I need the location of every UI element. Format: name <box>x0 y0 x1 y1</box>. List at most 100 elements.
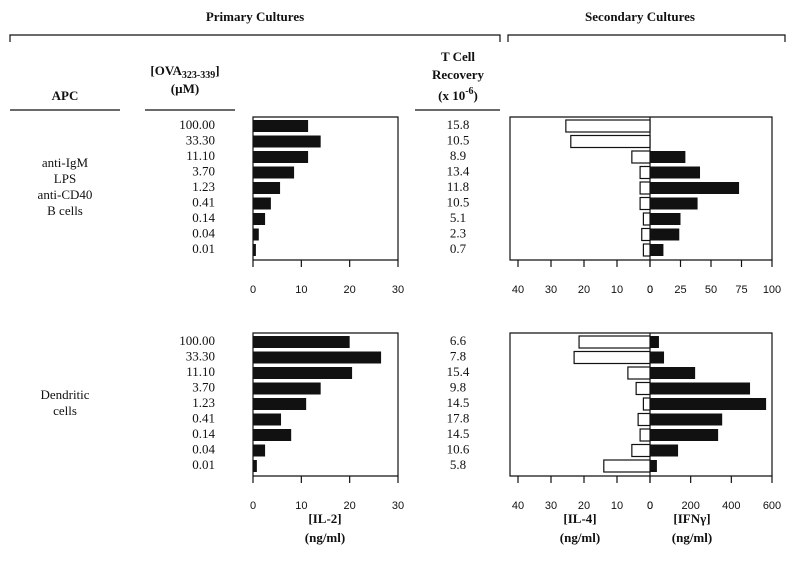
recovery-value: 10.5 <box>447 132 470 147</box>
ifng-bar <box>650 382 751 395</box>
ifng-bar <box>650 151 686 163</box>
il2-bar <box>253 120 309 132</box>
il4-axis-title: [IL-4] <box>563 511 596 526</box>
ifng-bar <box>650 413 723 426</box>
il4-bar <box>565 119 651 133</box>
recovery-close: ) <box>474 88 478 103</box>
ifng-bar <box>650 182 740 194</box>
recovery-value: 13.4 <box>447 163 470 178</box>
x-tick-label: 40 <box>512 284 524 296</box>
il4-bar <box>642 397 651 411</box>
recovery-line1: T Cell <box>441 49 475 64</box>
il2-bar <box>253 244 256 256</box>
secondary-header: Secondary Cultures <box>585 9 695 24</box>
recovery-open: (x 10 <box>438 88 465 103</box>
concentration: 1.23 <box>192 395 215 410</box>
recovery-value: 6.6 <box>450 333 467 348</box>
il4-bar <box>570 134 651 149</box>
il4-bar <box>639 181 651 195</box>
il4-bar <box>642 212 651 226</box>
ova-open: [OVA <box>150 63 182 78</box>
concentration: 100.00 <box>179 117 215 132</box>
il2-bar <box>253 429 292 441</box>
ova-unit: (µM) <box>171 81 199 96</box>
il2-bar <box>253 367 353 379</box>
ifng-bar <box>650 166 701 179</box>
concentration: 0.41 <box>192 410 215 425</box>
primary-bracket <box>9 34 501 42</box>
apc-label: anti-CD40 <box>38 187 93 202</box>
recovery-value: 10.6 <box>447 441 470 456</box>
il4-bar <box>641 227 651 242</box>
secondary-bracket <box>507 34 786 42</box>
il2-bar <box>253 444 266 457</box>
concentration: 3.70 <box>192 379 215 394</box>
recovery-value: 5.1 <box>450 210 466 225</box>
il2-axis-unit: (ng/ml) <box>305 530 345 545</box>
x-tick-label: 30 <box>392 500 404 512</box>
il2-bar <box>253 351 382 364</box>
x-tick-label: 10 <box>611 284 623 296</box>
concentration: 0.01 <box>192 457 215 472</box>
x-tick-label: 0 <box>250 284 256 296</box>
recovery-value: 10.5 <box>447 194 470 209</box>
il2-axis-title: [IL-2] <box>308 511 341 526</box>
x-tick-label: 0 <box>647 284 653 296</box>
concentration: 0.04 <box>192 441 215 456</box>
ifng-bar <box>650 228 680 241</box>
recovery-value: 9.8 <box>450 379 466 394</box>
il4-bar <box>642 243 651 257</box>
recovery-sup: -6 <box>465 86 473 97</box>
ifng-bar <box>650 197 698 210</box>
x-tick-label: 0 <box>647 500 653 512</box>
x-tick-label: 30 <box>545 284 557 296</box>
il2-bar <box>253 151 309 163</box>
apc-label: cells <box>53 403 77 418</box>
x-tick-label: 400 <box>722 500 740 512</box>
il2-bar <box>253 213 266 225</box>
x-tick-label: 100 <box>763 284 781 296</box>
x-tick-label: 30 <box>545 500 557 512</box>
concentration: 3.70 <box>192 163 215 178</box>
x-tick-label: 20 <box>578 500 590 512</box>
recovery-line2: Recovery <box>432 67 484 82</box>
recovery-value: 15.4 <box>447 364 470 379</box>
x-tick-label: 25 <box>674 284 686 296</box>
ifng-axis-title: [IFNγ] <box>673 511 710 526</box>
x-tick-label: 200 <box>681 500 699 512</box>
x-tick-label: 50 <box>705 284 717 296</box>
x-tick-label: 20 <box>578 284 590 296</box>
concentration: 11.10 <box>186 364 215 379</box>
concentration: 0.14 <box>192 426 215 441</box>
apc-header: APC <box>52 88 79 103</box>
x-tick-label: 40 <box>512 500 524 512</box>
il2-bar <box>253 166 295 179</box>
il4-bar <box>631 443 651 458</box>
apc-label: Dendritic <box>40 387 89 402</box>
ifng-bar <box>650 351 665 364</box>
recovery-value: 11.8 <box>447 179 469 194</box>
recovery-value: 5.8 <box>450 457 466 472</box>
x-tick-label: 75 <box>735 284 747 296</box>
x-tick-label: 600 <box>763 500 781 512</box>
concentration: 11.10 <box>186 148 215 163</box>
il2-bar <box>253 135 321 148</box>
il2-bar <box>253 398 307 410</box>
il4-bar <box>635 381 651 396</box>
ova-sub: 323-339 <box>182 70 215 81</box>
ova-header: [OVA323-339] <box>150 63 219 81</box>
il4-bar <box>639 165 651 180</box>
recovery-value: 8.9 <box>450 148 466 163</box>
ifng-bar <box>650 444 679 457</box>
concentration: 1.23 <box>192 179 215 194</box>
ifng-bar <box>650 460 657 472</box>
concentration: 33.30 <box>186 348 215 363</box>
x-tick-label: 0 <box>647 284 653 296</box>
recovery-value: 15.8 <box>447 117 470 132</box>
recovery-unit: (x 10-6) <box>438 86 478 103</box>
il4-bar <box>637 412 651 427</box>
concentration: 0.14 <box>192 210 215 225</box>
x-tick-label: 20 <box>344 500 356 512</box>
ova-close: ] <box>215 63 219 78</box>
